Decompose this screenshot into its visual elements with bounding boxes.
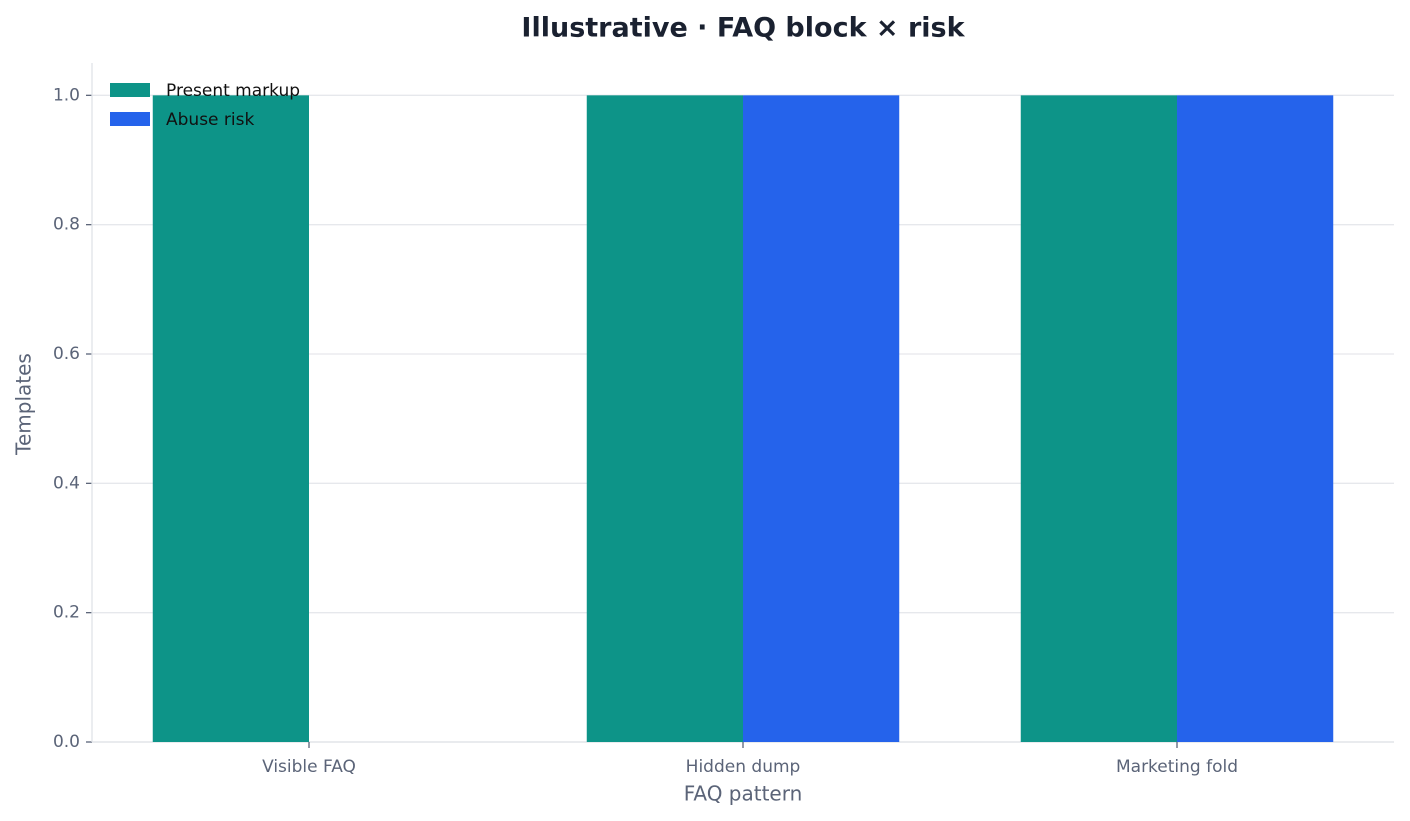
legend-swatch	[110, 112, 150, 126]
bar	[1177, 95, 1334, 743]
y-tick-label: 0.6	[53, 344, 80, 364]
legend-label: Present markup	[166, 81, 300, 101]
bar	[586, 95, 743, 743]
x-tick-label: Visible FAQ	[262, 757, 356, 777]
x-tick-label: Hidden dump	[686, 757, 801, 777]
x-tick-label: Marketing fold	[1116, 757, 1238, 777]
y-tick-label: 1.0	[53, 85, 80, 105]
chart-title: Illustrative · FAQ block × risk	[521, 13, 965, 44]
y-tick-label: 0.0	[53, 732, 80, 752]
legend-label: Abuse risk	[166, 110, 254, 130]
bar	[152, 95, 309, 743]
bar	[1020, 95, 1177, 743]
y-tick-label: 0.4	[53, 473, 80, 493]
x-axis-label: FAQ pattern	[684, 782, 803, 806]
y-axis-label: Templates	[12, 353, 36, 456]
legend-swatch	[110, 83, 150, 97]
bar	[743, 95, 900, 743]
y-tick-label: 0.8	[53, 215, 80, 235]
y-tick-label: 0.2	[53, 603, 80, 623]
